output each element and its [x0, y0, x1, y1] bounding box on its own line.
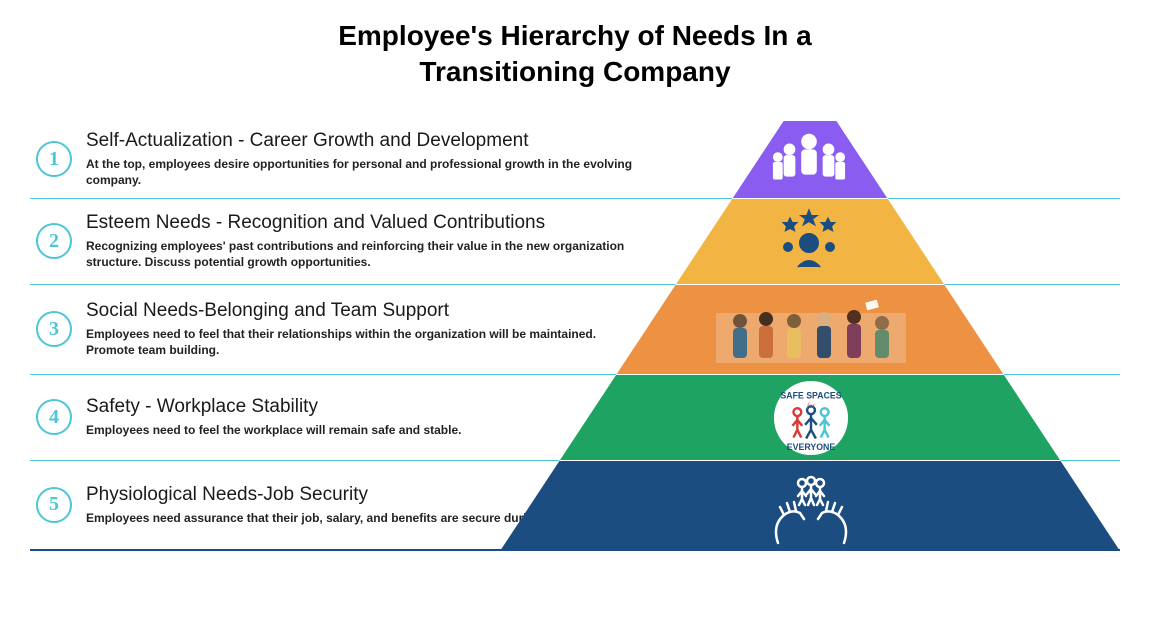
level-row-5: 5 Physiological Needs-Job Security Emplo… [30, 461, 1120, 551]
level-text-3: Social Needs-Belonging and Team Support … [86, 300, 646, 358]
level-number-3-text: 3 [49, 318, 59, 341]
level-title-5: Physiological Needs-Job Security [86, 484, 624, 506]
page-title: Employee's Hierarchy of Needs In aTransi… [0, 0, 1150, 91]
level-number-2-text: 2 [49, 230, 59, 253]
level-desc-5: Employees need assurance that their job,… [86, 510, 624, 526]
level-number-2: 2 [36, 223, 72, 259]
level-desc-3: Employees need to feel that their relati… [86, 326, 646, 358]
level-desc-4: Employees need to feel the workplace wil… [86, 422, 461, 438]
level-desc-2: Recognizing employees' past contribution… [86, 238, 646, 270]
level-number-4: 4 [36, 399, 72, 435]
title-text: Employee's Hierarchy of Needs In aTransi… [338, 20, 812, 87]
level-text-5: Physiological Needs-Job Security Employe… [86, 484, 624, 526]
level-desc-1: At the top, employees desire opportuniti… [86, 156, 646, 188]
level-row-4: 4 Safety - Workplace Stability Employees… [30, 375, 1120, 461]
level-text-2: Esteem Needs - Recognition and Valued Co… [86, 212, 646, 270]
level-number-1-text: 1 [49, 148, 59, 171]
content-area: 1 Self-Actualization - Career Growth and… [0, 121, 1150, 551]
level-text-1: Self-Actualization - Career Growth and D… [86, 130, 646, 188]
level-number-5: 5 [36, 487, 72, 523]
level-row-1: 1 Self-Actualization - Career Growth and… [30, 121, 1120, 199]
level-number-5-text: 5 [49, 493, 59, 516]
level-number-1: 1 [36, 141, 72, 177]
level-row-2: 2 Esteem Needs - Recognition and Valued … [30, 199, 1120, 285]
level-row-3: 3 Social Needs-Belonging and Team Suppor… [30, 285, 1120, 375]
level-title-3: Social Needs-Belonging and Team Support [86, 300, 646, 322]
level-title-2: Esteem Needs - Recognition and Valued Co… [86, 212, 646, 234]
level-number-4-text: 4 [49, 406, 59, 429]
level-text-4: Safety - Workplace Stability Employees n… [86, 396, 461, 438]
level-title-4: Safety - Workplace Stability [86, 396, 461, 418]
level-title-1: Self-Actualization - Career Growth and D… [86, 130, 646, 152]
level-number-3: 3 [36, 311, 72, 347]
